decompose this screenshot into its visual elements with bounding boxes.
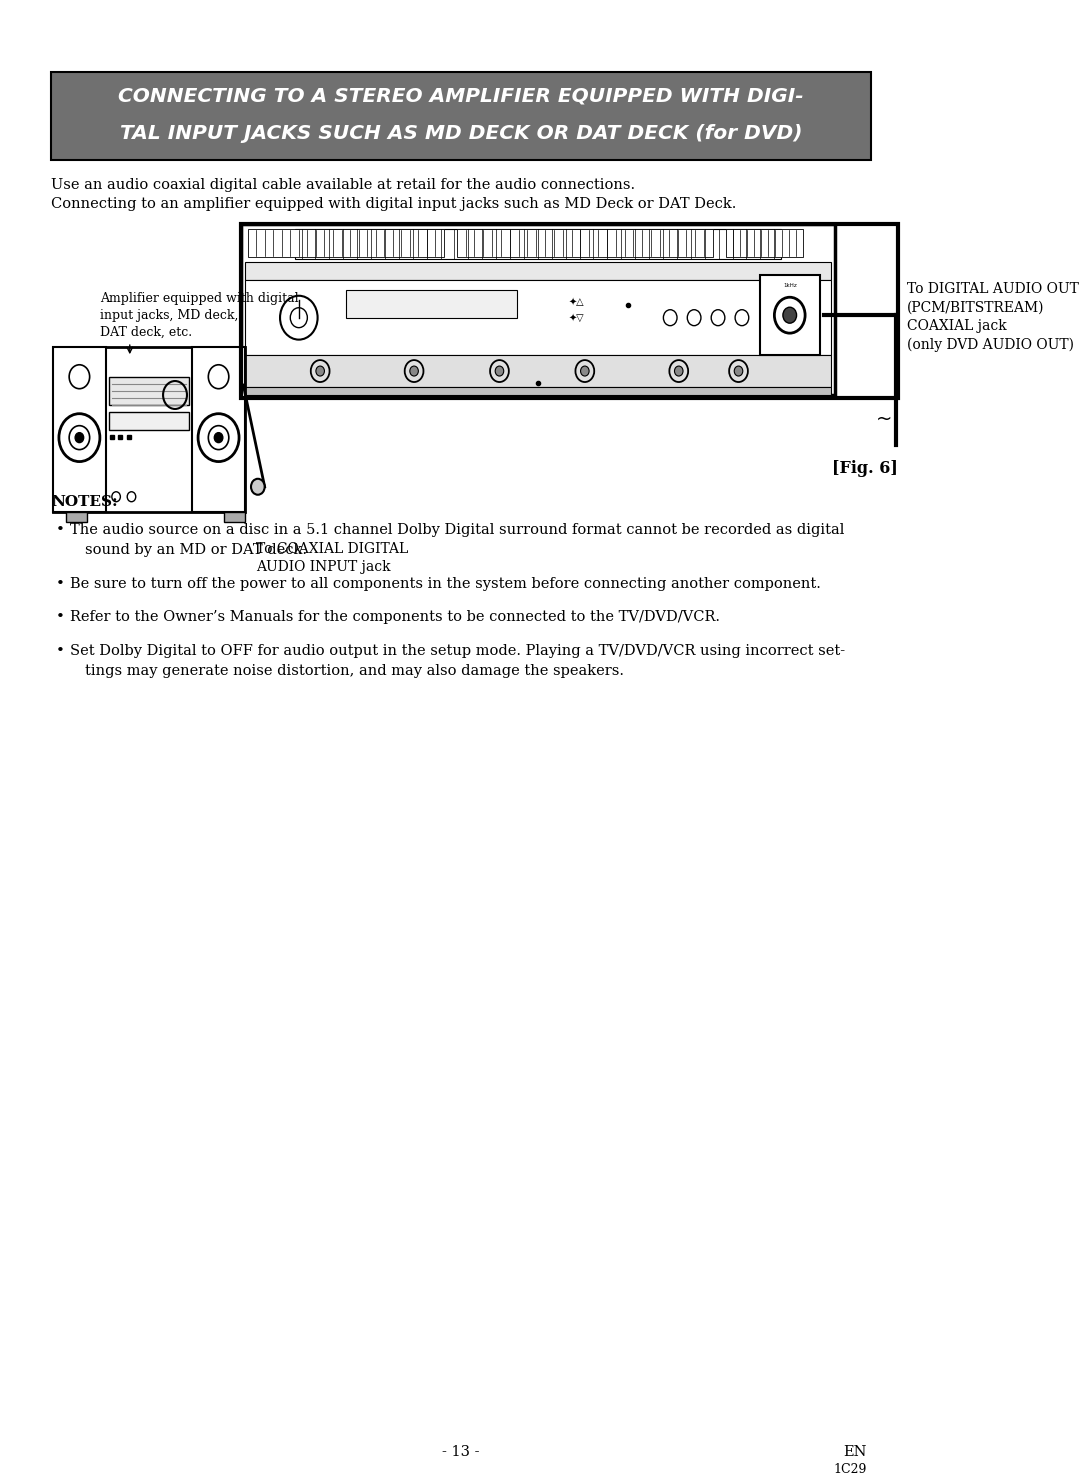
Text: ✦△: ✦△: [568, 297, 584, 308]
Text: NOTES:: NOTES:: [51, 495, 118, 509]
Bar: [346, 290, 516, 318]
Text: Set Dolby Digital to OFF for audio output in the setup mode. Playing a TV/DVD/VC: Set Dolby Digital to OFF for audio outpu…: [70, 645, 846, 658]
Bar: [53, 348, 245, 512]
Text: [Fig. 6]: [Fig. 6]: [833, 460, 899, 476]
Bar: [245, 355, 831, 387]
Bar: [241, 225, 899, 398]
Text: Amplifier equipped with digital
input jacks, MD deck,
DAT deck, etc.: Amplifier equipped with digital input ja…: [99, 293, 298, 339]
Text: •: •: [55, 522, 65, 537]
Circle shape: [581, 367, 589, 376]
Text: •: •: [55, 645, 65, 658]
Text: ~: ~: [876, 410, 893, 429]
Text: Be sure to turn off the power to all components in the system before connecting : Be sure to turn off the power to all com…: [70, 577, 821, 590]
Text: TAL INPUT JACKS SUCH AS MD DECK OR DAT DECK (for DVD): TAL INPUT JACKS SUCH AS MD DECK OR DAT D…: [120, 124, 802, 143]
Bar: [109, 377, 189, 405]
Bar: [760, 275, 820, 355]
Text: 1C29: 1C29: [833, 1463, 866, 1476]
Bar: [245, 387, 831, 395]
Circle shape: [214, 433, 222, 442]
Text: - 13 -: - 13 -: [443, 1445, 480, 1460]
Text: tings may generate noise distortion, and may also damage the speakers.: tings may generate noise distortion, and…: [85, 664, 624, 679]
Bar: [457, 229, 713, 257]
Bar: [224, 512, 245, 522]
Bar: [245, 281, 831, 355]
Text: To COAXIAL DIGITAL
AUDIO INPUT jack: To COAXIAL DIGITAL AUDIO INPUT jack: [256, 541, 408, 574]
Circle shape: [409, 367, 418, 376]
Bar: [66, 512, 87, 522]
Text: sound by an MD or DAT deck.: sound by an MD or DAT deck.: [85, 543, 308, 556]
Bar: [109, 413, 189, 430]
Circle shape: [315, 367, 324, 376]
Bar: [241, 225, 835, 395]
Text: Use an audio coaxial digital cable available at retail for the audio connections: Use an audio coaxial digital cable avail…: [51, 177, 635, 192]
Text: Refer to the Owner’s Manuals for the components to be connected to the TV/DVD/VC: Refer to the Owner’s Manuals for the com…: [70, 611, 720, 624]
Text: CONNECTING TO A STEREO AMPLIFIER EQUIPPED WITH DIGI-: CONNECTING TO A STEREO AMPLIFIER EQUIPPE…: [118, 86, 804, 105]
Circle shape: [76, 433, 83, 442]
Text: •: •: [55, 577, 65, 590]
Text: 1kHz: 1kHz: [783, 284, 797, 288]
Bar: [245, 262, 831, 281]
Bar: [51, 72, 870, 160]
Bar: [295, 229, 781, 259]
Circle shape: [496, 367, 503, 376]
Circle shape: [251, 479, 265, 495]
Text: EN: EN: [843, 1445, 866, 1460]
Text: •: •: [55, 611, 65, 624]
Text: Connecting to an amplifier equipped with digital input jacks such as MD Deck or : Connecting to an amplifier equipped with…: [51, 198, 737, 211]
Bar: [53, 348, 106, 512]
Text: To DIGITAL AUDIO OUT
(PCM/BITSTREAM)
COAXIAL jack
(only DVD AUDIO OUT): To DIGITAL AUDIO OUT (PCM/BITSTREAM) COA…: [907, 282, 1079, 352]
Circle shape: [783, 308, 797, 324]
Bar: [726, 229, 802, 257]
Circle shape: [675, 367, 683, 376]
Text: The audio source on a disc in a 5.1 channel Dolby Digital surround format cannot: The audio source on a disc in a 5.1 chan…: [70, 522, 845, 537]
Bar: [247, 229, 444, 257]
Bar: [192, 348, 245, 512]
Text: ✦▽: ✦▽: [568, 314, 584, 324]
Circle shape: [734, 367, 743, 376]
